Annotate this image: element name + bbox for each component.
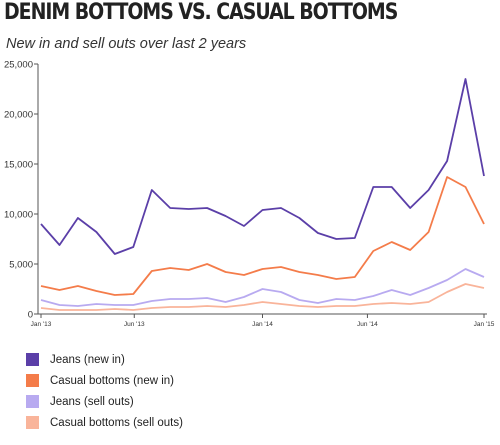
- legend-label: Jeans (new in): [50, 353, 125, 366]
- y-tick-label: 10,000: [4, 210, 33, 221]
- x-tick-label: Jun '14: [357, 321, 378, 328]
- legend-swatch: [26, 374, 39, 387]
- y-tick-label: 15,000: [4, 160, 33, 171]
- legend-swatch: [26, 353, 39, 366]
- chart-legend: Jeans (new in) Casual bottoms (new in) Jea…: [26, 349, 183, 433]
- legend-swatch: [26, 395, 39, 408]
- x-tick-label: Jan '15: [474, 321, 495, 328]
- series-line-2: [40, 268, 485, 307]
- y-tick-label: 25,000: [4, 60, 33, 71]
- legend-item: Jeans (sell outs): [26, 391, 183, 412]
- y-tick-label: 5,000: [9, 260, 33, 271]
- y-tick-label: 0: [28, 310, 33, 321]
- legend-item: Jeans (new in): [26, 349, 183, 370]
- series-line-1: [40, 176, 485, 296]
- legend-swatch: [26, 416, 39, 429]
- legend-label: Casual bottoms (sell outs): [50, 416, 183, 429]
- series-line-3: [40, 283, 485, 311]
- legend-label: Casual bottoms (new in): [50, 374, 174, 387]
- legend-item: Casual bottoms (new in): [26, 370, 183, 391]
- x-tick-label: Jan '14: [252, 321, 273, 328]
- line-chart: 0 5,000 10,000 15,000 20,000 25,000 Jan '13 Jun…: [4, 60, 495, 329]
- x-tick-label: Jan '13: [31, 321, 52, 328]
- chart-subtitle: New in and sell outs over last 2 years: [6, 36, 247, 52]
- legend-item: Casual bottoms (sell outs): [26, 412, 183, 433]
- x-tick-label: Jun '13: [124, 321, 145, 328]
- y-tick-label: 20,000: [4, 110, 33, 121]
- series-line-0: [40, 78, 485, 255]
- legend-label: Jeans (sell outs): [50, 395, 134, 408]
- chart-title: DENIM BOTTOMS VS. CASUAL BOTTOMS: [4, 0, 398, 25]
